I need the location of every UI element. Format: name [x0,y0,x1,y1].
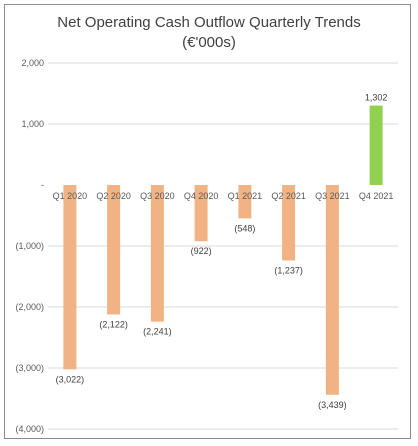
bar-q3-2021 [325,185,339,395]
category-label: Q2 2021 [271,191,306,201]
bar-q3-2020 [150,185,164,322]
category-label: Q4 2021 [359,191,394,201]
data-label: (2,122) [99,319,128,329]
y-tick-label: 1,000 [21,119,44,129]
y-tick-label: (4,000) [15,424,44,434]
data-labels: (3,022) (2,122) (2,241) (922) (548) (1,237) (3… [56,93,388,410]
chart-subtitle: (€'000s) [182,34,236,51]
category-label: Q1 2021 [228,191,263,201]
category-labels: Q1 2020 Q2 2020 Q3 2020 Q4 2020 Q1 2021 Q2 20… [53,191,394,201]
category-label: Q2 2020 [96,191,131,201]
chart-title: Net Operating Cash Outflow Quarterly Tre… [57,14,361,31]
data-label: (922) [191,246,212,256]
bar-q2-2020 [107,185,121,315]
category-label: Q3 2021 [315,191,350,201]
gridlines [48,62,398,430]
y-tick-label: (1,000) [15,241,44,251]
bar-q2-2021 [282,185,296,261]
category-label: Q4 2020 [184,191,219,201]
bar-q1-2021 [238,185,252,219]
category-label: Q1 2020 [53,191,88,201]
data-label: (2,241) [143,327,172,337]
chart-title-block: Net Operating Cash Outflow Quarterly Tre… [0,13,418,53]
bars [63,105,383,395]
category-label: Q3 2020 [140,191,175,201]
y-tick-label: (2,000) [15,302,44,312]
bar-q4-2021 [369,105,383,185]
y-tick-label: (3,000) [15,363,44,373]
bar-q4-2020 [194,185,208,242]
data-label: (3,022) [56,374,85,384]
data-label: (3,439) [318,400,347,410]
y-tick-label: 2,000 [21,58,44,68]
bar-q1-2020 [63,185,77,370]
y-tick-label: - [41,180,44,190]
data-label: 1,302 [365,93,388,103]
y-axis-ticks: 2,000 1,000 - (1,000) (2,000) (3,000) (4,000) [15,58,44,434]
data-label: (548) [234,223,255,233]
data-label: (1,237) [274,265,303,275]
